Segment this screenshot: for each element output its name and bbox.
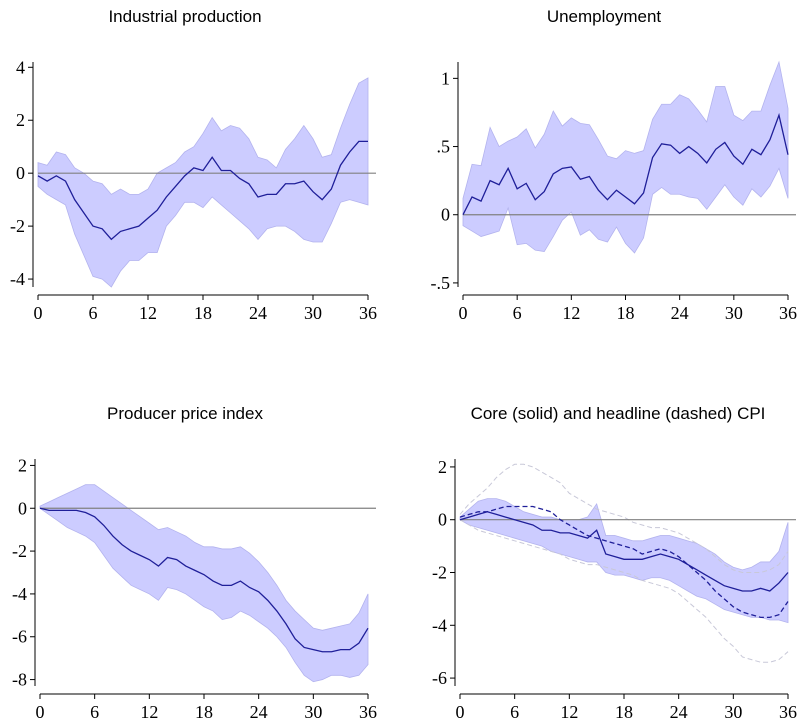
x-tick-label: 18	[194, 303, 212, 323]
x-tick-label: 12	[139, 303, 157, 323]
y-tick-label: 2	[438, 457, 447, 477]
x-tick-label: 30	[304, 702, 322, 722]
chart-panel-1: Industrial production 4 2 0 -2 -4 0 6 12 18 24 30 36	[10, 7, 377, 323]
x-tick-label: 6	[90, 702, 99, 722]
y-tick-label: -2	[12, 541, 27, 561]
y-tick-label: 1	[441, 68, 450, 88]
y-tick-label: 0	[18, 498, 27, 518]
x-tick-label: 36	[779, 702, 797, 722]
chart-panel-4: Core (solid) and headline (dashed) CPI 2 0…	[432, 404, 797, 722]
confidence-band	[39, 484, 369, 683]
x-tick-label: 6	[510, 702, 519, 722]
chart-title: Producer price index	[107, 404, 263, 423]
x-tick-label: 12	[140, 702, 158, 722]
x-tick-label: 12	[562, 303, 580, 323]
x-tick-label: 36	[359, 303, 377, 323]
confidence-band-lower-dashed	[459, 519, 789, 663]
confidence-band	[37, 77, 369, 288]
series-line	[459, 511, 789, 592]
x-tick-label: 0	[34, 303, 43, 323]
x-tick-label: 0	[459, 303, 468, 323]
x-tick-label: 0	[456, 702, 465, 722]
x-tick-label: 30	[724, 702, 742, 722]
x-tick-label: 36	[359, 702, 377, 722]
y-tick-label: -6	[432, 668, 447, 688]
y-tick-label: -2	[10, 216, 25, 236]
y-tick-label: 2	[16, 110, 25, 130]
x-tick-label: 24	[670, 702, 688, 722]
y-tick-label: 0	[16, 163, 25, 183]
chart-title: Unemployment	[547, 7, 662, 26]
x-tick-label: 6	[89, 303, 98, 323]
x-tick-label: 24	[249, 303, 267, 323]
series-line-dashed	[459, 505, 789, 619]
y-tick-label: -6	[12, 627, 27, 647]
confidence-band	[459, 498, 789, 624]
y-tick-label: 0	[441, 205, 450, 225]
x-tick-label: 24	[250, 702, 268, 722]
series-line	[462, 112, 789, 216]
x-tick-label: 6	[513, 303, 522, 323]
y-tick-label: 0	[438, 510, 447, 530]
series-line	[39, 507, 369, 653]
x-tick-label: 18	[195, 702, 213, 722]
x-tick-label: 18	[617, 303, 635, 323]
confidence-band-upper-dashed	[459, 463, 789, 573]
y-tick-label: -4	[432, 615, 447, 635]
x-tick-label: 30	[725, 303, 743, 323]
x-tick-label: 24	[671, 303, 689, 323]
x-tick-label: 18	[615, 702, 633, 722]
series-line	[37, 140, 368, 241]
x-tick-label: 36	[779, 303, 797, 323]
y-tick-label: -8	[12, 670, 27, 690]
y-tick-label: .5	[437, 137, 451, 157]
y-tick-label: -2	[432, 563, 447, 583]
chart-title: Industrial production	[108, 7, 261, 26]
y-tick-label: -.5	[431, 273, 451, 293]
y-tick-label: -4	[12, 584, 27, 604]
y-tick-label: -4	[10, 269, 25, 289]
x-tick-label: 30	[304, 303, 322, 323]
y-tick-label: 2	[18, 455, 27, 475]
chart-panel-2: Unemployment 1 .5 0 -.5 0 6 12 18 24 30 36	[431, 7, 798, 323]
x-tick-label: 0	[36, 702, 45, 722]
chart-title: Core (solid) and headline (dashed) CPI	[471, 404, 766, 423]
y-tick-label: 4	[16, 57, 25, 77]
chart-panel-3: Producer price index 2 0 -2 -4 -6 -8 0 6 12 18 24 30…	[12, 404, 377, 722]
x-tick-label: 12	[560, 702, 578, 722]
confidence-band	[462, 60, 789, 254]
